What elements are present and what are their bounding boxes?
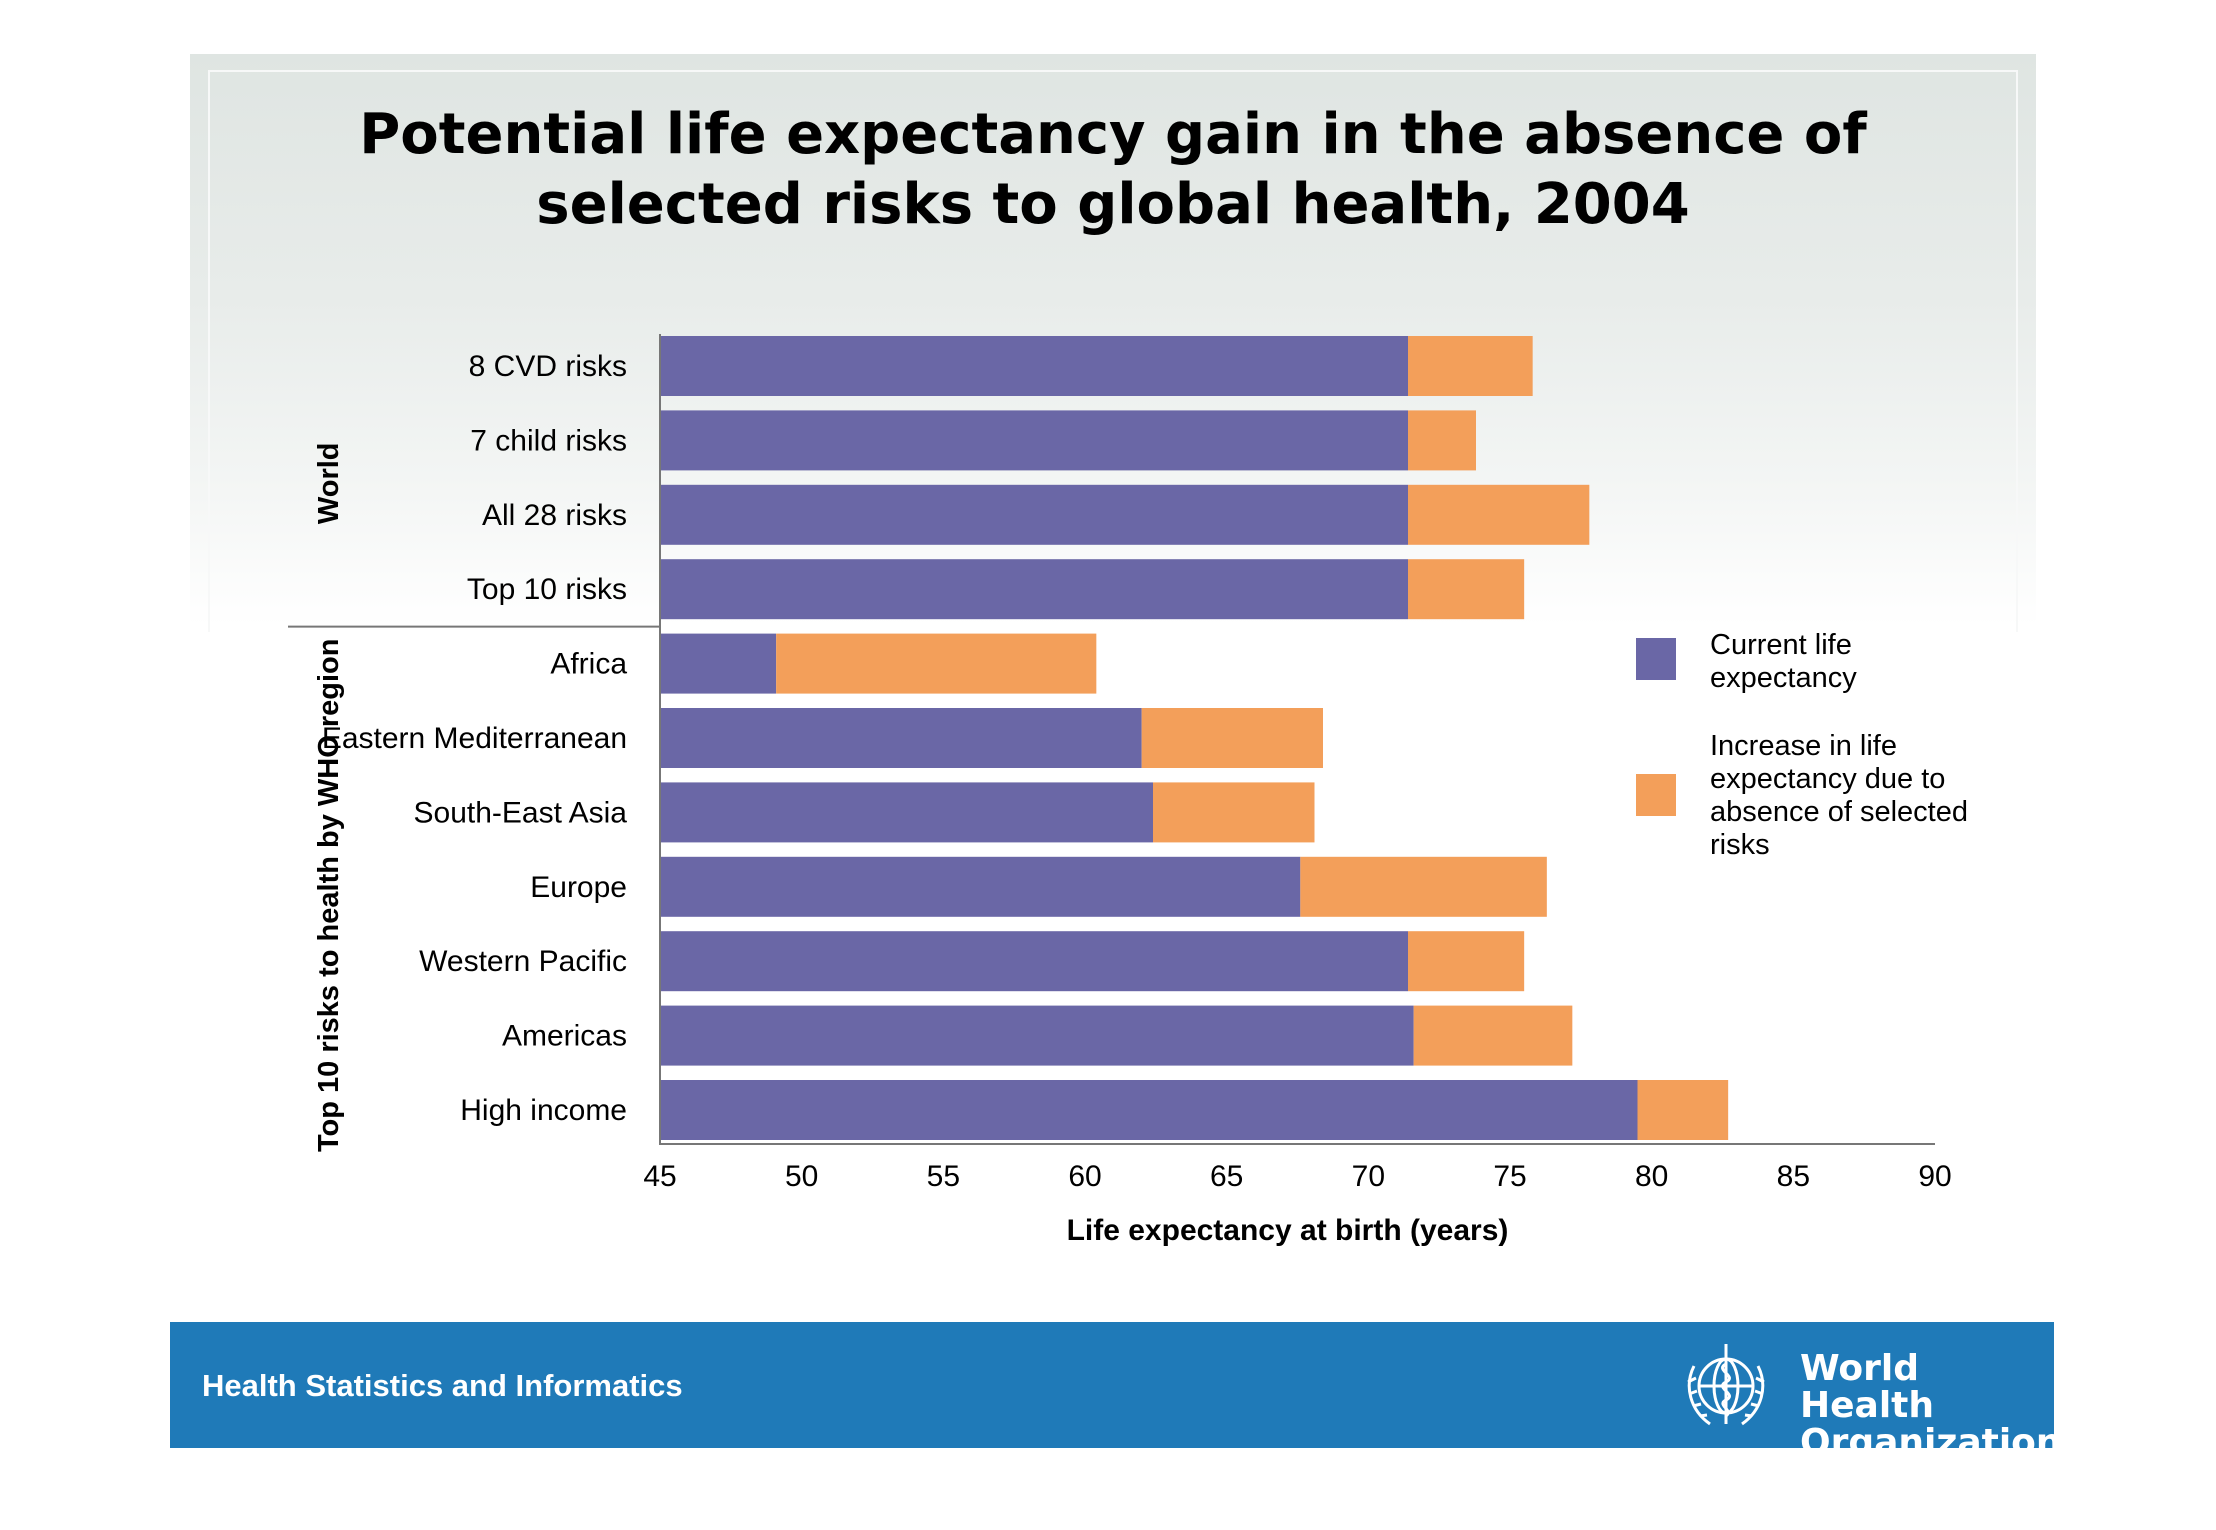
- category-labels: 8 CVD risks 7 child risks All 28 risks Top …: [322, 350, 627, 1127]
- bar-current-0: [660, 336, 1408, 396]
- bar-increase-10: [1637, 1080, 1729, 1140]
- x-tick-label-7: 80: [1635, 1160, 1668, 1193]
- bar-current-3: [660, 559, 1408, 620]
- bar-increase-2: [1408, 484, 1590, 545]
- category-label-5: Eastern Mediterranean: [322, 722, 627, 755]
- legend-swatch-current: [1636, 638, 1676, 680]
- bar-current-8: [660, 931, 1408, 992]
- group-label-world: World: [313, 442, 345, 524]
- tick-labels: 45 50 55 60 65 70 75 80 85 90: [643, 1160, 1951, 1193]
- bar-increase-4: [776, 633, 1097, 694]
- bar-current-6: [660, 782, 1153, 843]
- bar-increase-0: [1408, 336, 1533, 396]
- category-label-7: Europe: [530, 871, 627, 904]
- bars-layer: [660, 336, 1729, 1140]
- legend-increase-line-0: Increase in life: [1710, 730, 1897, 762]
- x-tick-label-4: 65: [1210, 1160, 1243, 1193]
- category-label-0: 8 CVD risks: [469, 350, 627, 383]
- who-emblem-icon: [1687, 1344, 1765, 1426]
- legend-current-line-1: expectancy: [1710, 662, 1857, 694]
- chart-title-line-1: Potential life expectancy gain in the ab…: [359, 102, 1867, 167]
- footer-department: Health Statistics and Informatics: [202, 1368, 683, 1403]
- x-tick-label-5: 70: [1352, 1160, 1385, 1193]
- bar-increase-3: [1408, 559, 1525, 620]
- bar-increase-5: [1141, 708, 1323, 768]
- bar-current-1: [660, 410, 1408, 471]
- legend-increase-line-3: risks: [1710, 829, 1770, 861]
- legend-label-current: Current life expectancy: [1710, 629, 1857, 694]
- footer-bar: Health Statistics and Informatics World …: [170, 1322, 2062, 1461]
- category-label-2: All 28 risks: [482, 499, 627, 532]
- bar-current-9: [660, 1005, 1414, 1066]
- legend-label-increase: Increase in life expectancy due to absence…: [1710, 730, 1968, 861]
- category-label-1: 7 child risks: [470, 424, 627, 457]
- bar-increase-7: [1300, 856, 1547, 917]
- x-axis-title: Life expectancy at birth (years): [1067, 1214, 1509, 1247]
- x-tick-label-9: 90: [1918, 1160, 1951, 1193]
- x-tick-label-0: 45: [643, 1160, 676, 1193]
- x-tick-label-6: 75: [1493, 1160, 1526, 1193]
- category-label-4: Africa: [550, 648, 627, 681]
- who-name: World Health Organization: [1800, 1350, 2062, 1461]
- legend-swatch-increase: [1636, 774, 1676, 816]
- who-name-line-2: Organization: [1800, 1422, 2062, 1463]
- category-label-9: Americas: [502, 1020, 627, 1053]
- bar-increase-8: [1408, 931, 1525, 992]
- bar-current-7: [660, 856, 1301, 917]
- legend-increase-line-2: absence of selected: [1710, 796, 1968, 828]
- chart-title-line-2: selected risks to global health, 2004: [536, 172, 1690, 237]
- axes-layer: [659, 334, 1935, 1145]
- bar-current-2: [660, 484, 1408, 545]
- x-tick-label-2: 55: [927, 1160, 960, 1193]
- bar-current-4: [660, 633, 777, 694]
- chart-title: Potential life expectancy gain in the ab…: [190, 100, 2036, 240]
- x-tick-label-8: 85: [1777, 1160, 1810, 1193]
- who-name-line-1: World Health: [1800, 1348, 1935, 1426]
- x-tick-label-3: 60: [1068, 1160, 1101, 1193]
- life-expectancy-bar-chart: 8 CVD risks 7 child risks All 28 risks Top …: [288, 334, 1968, 1247]
- legend-current-line-0: Current life: [1710, 629, 1852, 661]
- x-tick-label-1: 50: [785, 1160, 818, 1193]
- bar-increase-6: [1153, 782, 1315, 843]
- bar-current-5: [660, 708, 1142, 768]
- category-label-10: High income: [460, 1094, 627, 1127]
- category-label-8: Western Pacific: [419, 945, 627, 978]
- bar-current-10: [660, 1080, 1638, 1140]
- legend: Current life expectancy Increase in life e…: [1636, 629, 1968, 861]
- legend-increase-line-1: expectancy due to: [1710, 763, 1945, 795]
- group-label-who-region: Top 10 risks to health by WHO region: [313, 639, 345, 1152]
- bar-increase-9: [1413, 1005, 1573, 1066]
- bar-increase-1: [1408, 410, 1476, 471]
- category-label-3: Top 10 risks: [467, 573, 627, 606]
- category-label-6: South-East Asia: [414, 796, 628, 829]
